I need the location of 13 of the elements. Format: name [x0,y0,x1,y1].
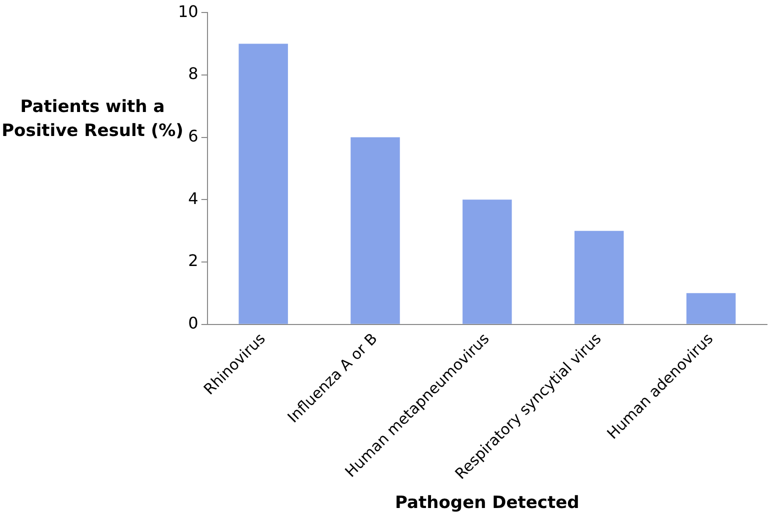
y-tick-label: 6 [188,126,198,146]
bar [350,137,400,324]
bar [462,200,512,324]
bar [686,293,736,324]
y-axis-title: Patients with a Positive Result (%) [0,96,184,143]
y-tick-label: 2 [188,251,198,270]
y-tick-label: 10 [178,2,198,21]
y-tick-label: 8 [188,64,198,84]
bar [574,230,624,324]
y-tick-label: 4 [188,188,198,208]
y-tick-label: 0 [188,313,198,332]
x-axis-title: Pathogen Detected [395,493,580,514]
bar [238,44,288,324]
